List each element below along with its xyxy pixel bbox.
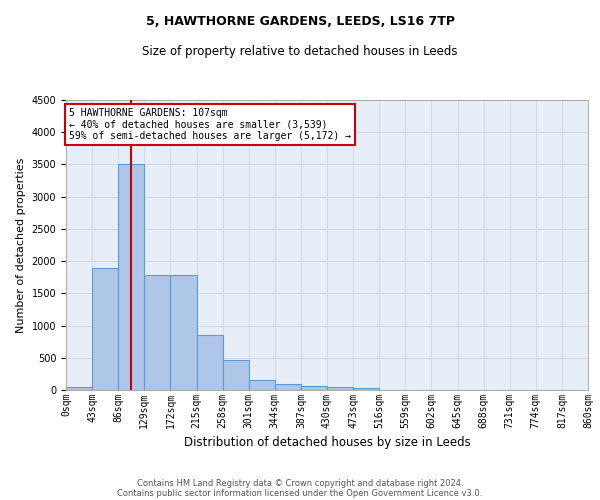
Text: 5 HAWTHORNE GARDENS: 107sqm
← 40% of detached houses are smaller (3,539)
59% of : 5 HAWTHORNE GARDENS: 107sqm ← 40% of det… [69,108,351,141]
Bar [249,380,275,390]
Bar [66,387,92,390]
Text: Size of property relative to detached houses in Leeds: Size of property relative to detached ho… [142,45,458,58]
Bar [327,387,353,390]
Bar [92,268,118,390]
Bar [301,386,327,390]
Bar [275,384,301,390]
Bar [197,335,223,390]
Bar [145,276,170,390]
Bar [353,388,379,390]
Bar [118,164,145,390]
Text: Contains public sector information licensed under the Open Government Licence v3: Contains public sector information licen… [118,488,482,498]
Text: 5, HAWTHORNE GARDENS, LEEDS, LS16 7TP: 5, HAWTHORNE GARDENS, LEEDS, LS16 7TP [146,15,455,28]
Bar [223,360,249,390]
Y-axis label: Number of detached properties: Number of detached properties [16,158,26,332]
Bar [170,276,197,390]
Text: Contains HM Land Registry data © Crown copyright and database right 2024.: Contains HM Land Registry data © Crown c… [137,478,463,488]
X-axis label: Distribution of detached houses by size in Leeds: Distribution of detached houses by size … [184,436,470,450]
